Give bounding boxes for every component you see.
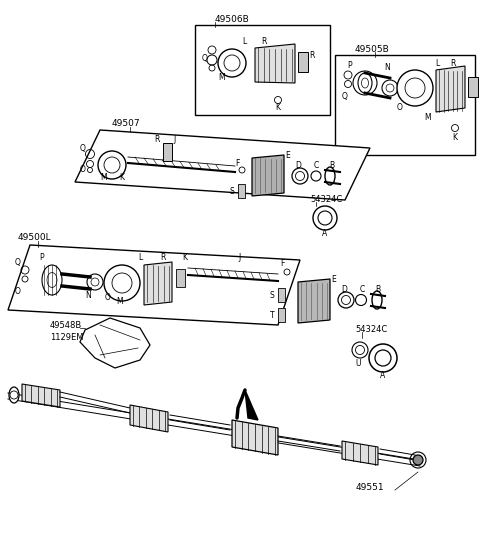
Text: O: O [80,166,86,174]
Text: L: L [242,37,246,47]
Polygon shape [80,318,150,368]
Text: 49500L: 49500L [18,233,52,243]
Text: R: R [450,59,456,67]
Text: 49506B: 49506B [215,16,250,24]
Text: R: R [309,50,315,60]
Circle shape [386,84,394,92]
Text: 49548B: 49548B [50,321,82,331]
Bar [335,55,475,155]
Polygon shape [252,155,284,196]
Text: K: K [182,254,188,262]
Ellipse shape [358,73,372,93]
Circle shape [413,455,423,465]
Ellipse shape [325,167,335,185]
Text: R: R [154,136,160,144]
Text: K: K [453,134,457,142]
Text: J: J [174,136,176,144]
Text: N: N [85,292,91,300]
Circle shape [405,78,425,98]
Bar [468,77,478,97]
Text: L: L [138,254,142,262]
Bar [278,288,285,302]
Bar [238,184,245,198]
Text: K: K [120,174,124,182]
Polygon shape [342,441,378,465]
Bar [298,52,308,72]
Text: Q: Q [202,54,208,62]
Ellipse shape [47,273,57,287]
Text: O: O [105,294,111,302]
Text: A: A [380,371,385,381]
Text: A: A [323,229,328,237]
Text: 49507: 49507 [112,119,141,129]
Text: O: O [397,104,403,112]
Text: T: T [270,312,274,320]
Polygon shape [22,384,60,407]
Text: 54324C: 54324C [355,325,387,334]
Text: M: M [425,113,432,123]
Circle shape [397,70,433,106]
Text: 1129EM: 1129EM [50,333,84,343]
Polygon shape [144,262,172,305]
Text: M: M [219,73,225,83]
Polygon shape [255,44,295,83]
Text: D: D [295,161,301,169]
Bar [278,308,285,322]
Circle shape [218,49,246,77]
Polygon shape [232,420,278,455]
Text: 49551: 49551 [356,483,384,493]
Text: C: C [360,286,365,294]
Ellipse shape [9,387,19,403]
Polygon shape [8,245,300,325]
Text: O: O [15,287,21,296]
Text: S: S [270,292,275,300]
Text: M: M [101,174,108,182]
Ellipse shape [361,78,369,88]
Text: E: E [286,150,290,160]
Ellipse shape [372,291,382,309]
Text: R: R [160,254,166,262]
Bar [163,143,172,161]
Text: Q: Q [15,258,21,268]
Bar [195,25,330,115]
Text: 54324C: 54324C [310,195,342,205]
Text: P: P [40,254,44,262]
Text: F: F [280,258,284,268]
Ellipse shape [42,265,62,295]
Text: M: M [117,298,123,306]
Bar [176,269,185,287]
Polygon shape [436,66,465,112]
Text: E: E [332,275,336,283]
Polygon shape [130,405,168,432]
Text: 49505B: 49505B [355,46,390,54]
Text: Q: Q [342,92,348,100]
Circle shape [382,80,398,96]
Text: D: D [341,286,347,294]
Text: J: J [239,254,241,262]
Text: P: P [348,61,352,71]
Text: K: K [276,104,280,112]
Text: B: B [329,161,335,169]
Polygon shape [298,279,330,323]
Text: Q: Q [80,143,86,153]
Circle shape [224,55,240,71]
Text: F: F [235,159,239,167]
Text: L: L [435,59,439,67]
Text: C: C [313,161,319,169]
Text: S: S [229,186,234,195]
Polygon shape [75,130,370,200]
Text: U: U [355,358,361,368]
Text: N: N [384,64,390,73]
Circle shape [353,71,377,95]
Text: B: B [375,286,381,294]
Polygon shape [245,390,258,420]
Text: R: R [261,37,267,47]
